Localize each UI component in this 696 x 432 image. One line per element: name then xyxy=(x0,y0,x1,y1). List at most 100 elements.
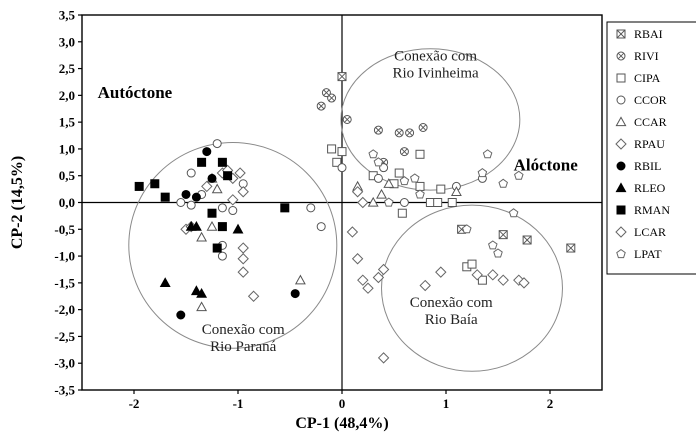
annotation-text: Conexão com xyxy=(394,49,477,65)
x-tick-label: -2 xyxy=(129,396,140,411)
series-lcar xyxy=(346,186,530,364)
point-rman xyxy=(280,203,290,213)
series-rleo xyxy=(159,220,244,298)
legend-marker-ccor xyxy=(616,95,626,105)
point-rpau xyxy=(237,266,249,278)
point-rman xyxy=(150,179,160,189)
legend-marker-ccar xyxy=(615,116,627,127)
point-lpat xyxy=(415,189,425,199)
point-rman xyxy=(212,243,222,253)
group-label: Autóctone xyxy=(98,83,173,102)
legend-marker-rbil xyxy=(616,161,626,171)
group-ellipse xyxy=(381,204,563,372)
legend-label: RBIL xyxy=(634,159,661,173)
point-ccor xyxy=(176,198,186,207)
point-rbil xyxy=(207,173,217,183)
point-ccor xyxy=(306,203,316,213)
x-tick-label: 2 xyxy=(547,396,554,411)
point-cipa xyxy=(397,208,407,218)
point-lpat xyxy=(373,157,384,167)
point-cipa xyxy=(337,147,347,157)
annotation-text: Rio Paraná xyxy=(210,339,277,355)
point-rleo xyxy=(190,285,202,296)
annotation-text: Conexão com xyxy=(410,295,493,311)
y-tick-label: 2,0 xyxy=(59,88,75,103)
point-lpat xyxy=(368,149,378,159)
point-lcar xyxy=(435,266,447,278)
y-tick-label: 1,5 xyxy=(59,115,76,130)
point-rpau xyxy=(227,194,239,206)
x-axis-title: CP-1 (48,4%) xyxy=(295,415,388,432)
point-cipa xyxy=(332,157,342,167)
series-rivi xyxy=(316,88,428,167)
point-ccar xyxy=(196,301,208,312)
point-ccar xyxy=(196,231,208,242)
point-lpat xyxy=(498,178,508,188)
point-cipa xyxy=(477,275,487,285)
legend: RBAI RIVI CIPA CCOR CCAR RPAU RBIL RLEO RMAN LCAR… xyxy=(606,21,696,275)
legend-marker-rivi xyxy=(616,51,626,61)
point-cipa xyxy=(467,259,477,269)
series-ccor xyxy=(176,139,487,261)
point-ccor xyxy=(337,163,347,173)
point-rbil xyxy=(290,289,300,299)
point-rbil xyxy=(181,189,191,199)
series-cipa xyxy=(327,144,487,285)
point-ccar xyxy=(376,188,387,199)
point-rivi xyxy=(394,128,404,138)
point-rbai xyxy=(566,243,576,253)
series-rbai xyxy=(337,72,576,253)
y-tick-label: -1,0 xyxy=(54,249,75,264)
point-ccor xyxy=(379,163,389,173)
point-rman xyxy=(207,208,217,218)
y-tick-label: 3,0 xyxy=(59,34,75,49)
point-rleo xyxy=(196,287,208,298)
y-tick-label: 1,0 xyxy=(59,141,75,156)
point-lpat xyxy=(410,173,420,183)
point-cipa xyxy=(447,198,457,207)
y-tick-label: -2,5 xyxy=(54,329,75,344)
point-rivi xyxy=(405,128,415,138)
x-tick-label: 0 xyxy=(339,396,346,411)
point-rpau xyxy=(234,167,246,179)
point-lpat xyxy=(488,240,498,250)
point-rman xyxy=(217,222,227,232)
point-rleo xyxy=(159,277,171,288)
legend-label: LPAT xyxy=(634,247,662,261)
y-tick-label: 2,5 xyxy=(59,61,76,76)
point-ccor xyxy=(217,203,227,213)
point-rpau xyxy=(237,242,249,254)
point-ccor xyxy=(316,222,326,232)
point-rpau xyxy=(247,290,260,302)
point-rman xyxy=(217,157,227,167)
point-cipa xyxy=(327,144,337,154)
point-ccor xyxy=(186,168,196,178)
legend-label: CCAR xyxy=(634,115,667,129)
point-lcar xyxy=(419,279,431,292)
point-rbil xyxy=(191,192,201,202)
legend-marker-lpat xyxy=(616,248,626,259)
legend-label: CIPA xyxy=(634,71,661,85)
legend-label: LCAR xyxy=(634,225,666,239)
y-tick-label: -1,5 xyxy=(54,275,75,290)
point-lpat xyxy=(477,167,488,178)
legend-label: CCOR xyxy=(634,93,667,107)
point-ccar xyxy=(211,183,223,194)
legend-marker-rbai xyxy=(616,29,626,39)
point-rleo xyxy=(190,220,202,231)
point-rbai xyxy=(337,72,347,82)
legend-label: RMAN xyxy=(634,203,670,217)
point-rbil xyxy=(176,310,186,320)
series-rbil xyxy=(176,147,300,320)
point-rbil xyxy=(202,147,212,157)
x-tick-label: 1 xyxy=(443,396,450,411)
annotation-text: Rio Ivinheima xyxy=(392,66,479,82)
point-rbai xyxy=(498,230,508,240)
point-lpat xyxy=(462,224,472,234)
point-rman xyxy=(134,181,144,191)
legend-label: RLEO xyxy=(634,181,666,195)
legend-label: RIVI xyxy=(634,49,659,63)
point-lcar xyxy=(351,253,364,265)
legend-label: RPAU xyxy=(634,137,665,151)
